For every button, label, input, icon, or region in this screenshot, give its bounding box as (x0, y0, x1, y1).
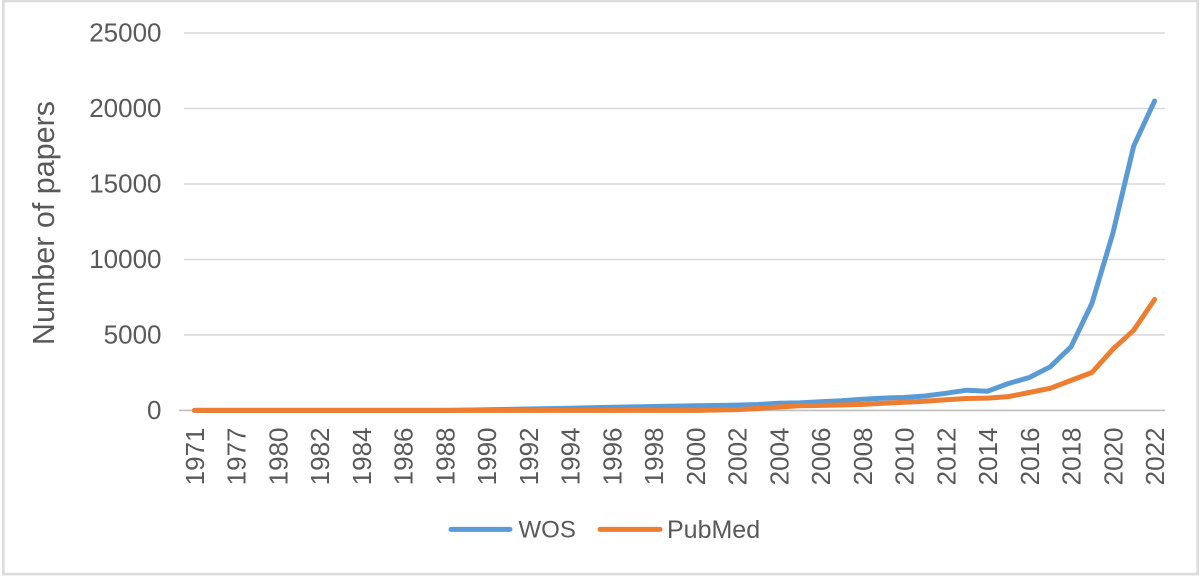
svg-text:0: 0 (147, 395, 161, 425)
svg-text:2022: 2022 (1140, 428, 1170, 486)
svg-text:PubMed: PubMed (667, 516, 760, 544)
svg-text:1990: 1990 (472, 428, 502, 486)
svg-text:2010: 2010 (890, 428, 920, 486)
svg-text:2018: 2018 (1057, 428, 1087, 486)
svg-text:2012: 2012 (931, 428, 961, 486)
svg-text:2002: 2002 (723, 428, 753, 486)
svg-text:2016: 2016 (1015, 428, 1045, 486)
svg-text:2020: 2020 (1098, 428, 1128, 486)
svg-text:Number of papers: Number of papers (27, 101, 61, 345)
svg-text:1996: 1996 (597, 428, 627, 486)
svg-text:1977: 1977 (222, 428, 252, 486)
svg-text:1986: 1986 (389, 428, 419, 486)
svg-text:WOS: WOS (519, 516, 576, 543)
svg-text:15000: 15000 (89, 169, 161, 199)
svg-text:2014: 2014 (973, 428, 1003, 486)
svg-text:2004: 2004 (764, 428, 794, 486)
svg-text:2006: 2006 (806, 428, 836, 486)
svg-text:1992: 1992 (514, 428, 544, 486)
svg-text:1971: 1971 (180, 428, 210, 486)
svg-text:1984: 1984 (347, 428, 377, 486)
svg-text:2000: 2000 (681, 428, 711, 486)
svg-text:1980: 1980 (263, 428, 293, 486)
svg-text:1982: 1982 (305, 428, 335, 486)
svg-text:25000: 25000 (89, 18, 161, 48)
svg-text:1998: 1998 (639, 428, 669, 486)
svg-text:20000: 20000 (89, 93, 161, 123)
svg-text:5000: 5000 (104, 319, 162, 349)
svg-text:1988: 1988 (430, 428, 460, 486)
svg-text:1994: 1994 (556, 428, 586, 486)
svg-text:10000: 10000 (89, 244, 161, 274)
svg-text:2008: 2008 (848, 428, 878, 486)
